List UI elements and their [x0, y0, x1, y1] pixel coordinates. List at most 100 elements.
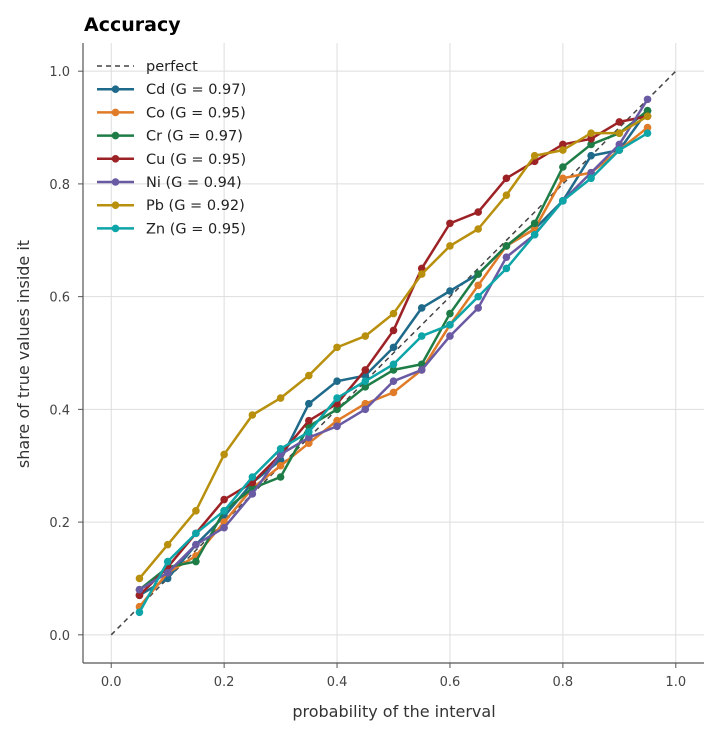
legend-item-perfect: perfect	[97, 59, 198, 75]
data-point	[389, 377, 398, 385]
data-point	[446, 242, 454, 250]
data-point	[643, 123, 652, 132]
data-point	[192, 529, 200, 538]
legend-label: Cu (G = 0.95)	[146, 152, 246, 168]
data-point	[248, 473, 257, 481]
legend-item-ni: Ni (G = 0.94)	[97, 175, 242, 191]
chart-title: Accuracy	[84, 14, 181, 36]
data-point	[389, 360, 398, 369]
data-point	[417, 264, 426, 273]
legend-marker	[111, 131, 120, 140]
data-point	[587, 135, 595, 143]
data-point	[248, 411, 257, 419]
data-point	[135, 585, 144, 594]
data-point	[220, 507, 228, 515]
data-point	[361, 399, 370, 408]
data-point	[192, 557, 200, 566]
data-point	[417, 366, 426, 374]
y-tick-label: 1.0	[49, 65, 70, 80]
legend-label: Cr (G = 0.97)	[146, 129, 243, 145]
legend-label: Cd (G = 0.97)	[146, 82, 246, 98]
data-point	[559, 163, 567, 171]
data-point	[389, 309, 398, 318]
data-point	[333, 422, 341, 431]
data-point	[643, 129, 652, 137]
data-point	[135, 591, 144, 600]
data-point	[192, 540, 200, 549]
x-tick-label: 0.6	[440, 675, 461, 690]
data-point	[248, 490, 257, 498]
data-point	[305, 371, 313, 380]
x-tick-label: 0.8	[553, 675, 574, 690]
data-point	[502, 191, 511, 199]
data-point	[502, 264, 511, 273]
data-point	[220, 495, 228, 504]
data-point	[135, 574, 144, 583]
data-point	[530, 219, 539, 228]
data-point	[276, 394, 285, 402]
legend: perfect Cd (G = 0.97) Co (G = 0.95) Cr (G =…	[97, 59, 246, 237]
data-point	[417, 304, 426, 312]
data-point	[474, 208, 482, 216]
data-point	[615, 118, 624, 126]
data-point	[587, 151, 595, 160]
legend-item-zn: Zn (G = 0.95)	[97, 221, 246, 237]
data-point	[474, 304, 482, 312]
data-point	[474, 281, 482, 290]
data-point	[417, 332, 426, 340]
series-cu	[135, 112, 652, 600]
data-point	[305, 428, 313, 436]
data-point	[192, 507, 200, 515]
data-point	[502, 174, 511, 183]
series-pb	[135, 112, 652, 583]
perfect-reference-line	[110, 70, 677, 636]
y-tick-label: 0.8	[49, 178, 70, 193]
legend-label: Zn (G = 0.95)	[146, 221, 246, 237]
data-point	[446, 219, 454, 228]
legend-marker	[111, 155, 120, 163]
series-zn	[135, 129, 652, 617]
data-point	[587, 140, 595, 149]
y-tick-label: 0.6	[49, 291, 70, 306]
legend-marker	[111, 201, 120, 209]
data-point	[530, 230, 539, 239]
data-point	[587, 129, 595, 137]
data-point	[615, 129, 624, 137]
data-point	[305, 399, 313, 408]
data-point	[474, 225, 482, 233]
data-point	[643, 112, 652, 121]
y-axis-label: share of true values inside it	[14, 240, 33, 468]
x-tick-label: 1.0	[665, 675, 686, 690]
data-point	[446, 309, 454, 318]
grid	[83, 43, 704, 663]
legend-item-cr: Cr (G = 0.97)	[97, 129, 243, 145]
data-point	[333, 343, 341, 352]
legend-marker	[111, 224, 120, 233]
legend-label: Ni (G = 0.94)	[146, 175, 242, 191]
legend-item-cd: Cd (G = 0.97)	[97, 82, 246, 98]
data-point	[305, 439, 313, 447]
data-point	[220, 523, 228, 532]
data-point	[276, 445, 285, 453]
legend-item-pb: Pb (G = 0.92)	[97, 198, 245, 214]
legend-label: perfect	[146, 59, 198, 75]
series-lines	[110, 70, 677, 636]
data-point	[361, 377, 370, 385]
legend-marker	[111, 108, 120, 117]
legend-item-co: Co (G = 0.95)	[97, 105, 246, 121]
data-point	[276, 473, 285, 481]
data-point	[333, 394, 341, 402]
data-point	[559, 197, 567, 205]
x-axis-label: probability of the interval	[292, 702, 495, 721]
data-point	[587, 168, 595, 177]
data-point	[163, 557, 172, 566]
data-point	[417, 270, 426, 278]
data-point	[446, 287, 454, 295]
data-point	[587, 174, 595, 183]
data-point	[615, 146, 624, 154]
y-tick-label: 0.0	[49, 629, 70, 644]
data-point	[559, 174, 567, 183]
data-point	[389, 343, 398, 352]
x-tick-label: 0.4	[327, 675, 348, 690]
